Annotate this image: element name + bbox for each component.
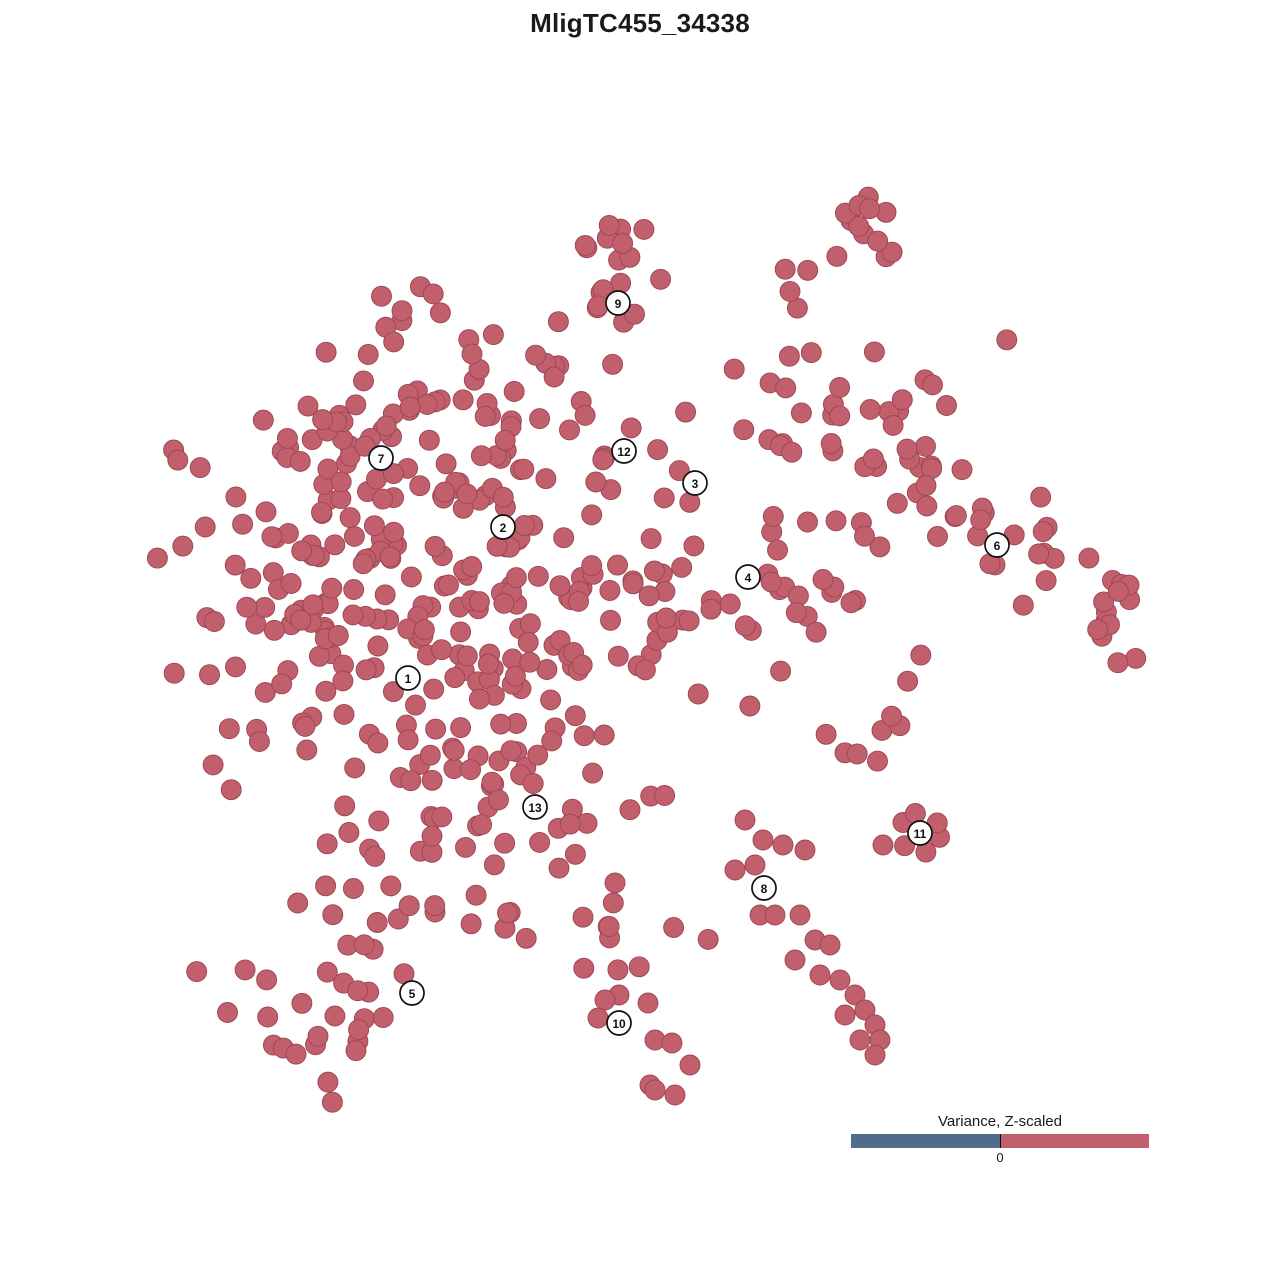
svg-text:12: 12: [617, 445, 631, 459]
svg-text:4: 4: [745, 571, 752, 585]
svg-text:2: 2: [500, 521, 507, 535]
svg-text:8: 8: [761, 882, 768, 896]
svg-text:7: 7: [378, 452, 385, 466]
svg-text:10: 10: [612, 1017, 626, 1031]
svg-text:3: 3: [692, 477, 699, 491]
svg-text:9: 9: [615, 297, 622, 311]
svg-text:5: 5: [409, 987, 416, 1001]
svg-text:11: 11: [914, 827, 927, 841]
svg-text:6: 6: [994, 539, 1001, 553]
svg-text:13: 13: [528, 801, 542, 815]
svg-text:1: 1: [405, 672, 412, 686]
